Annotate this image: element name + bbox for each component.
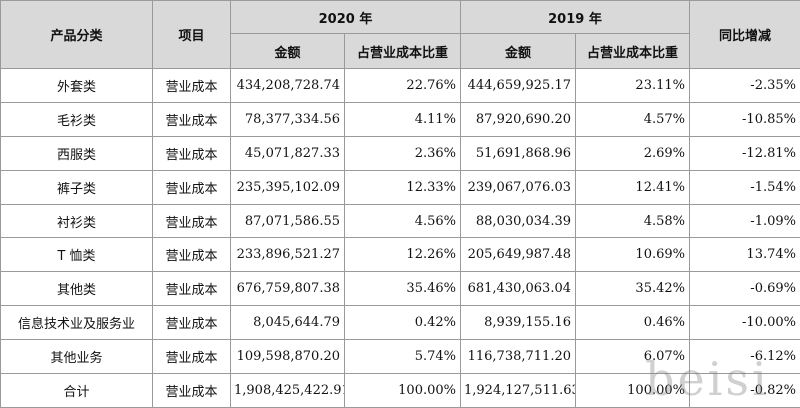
ratio-2019-cell: 35.42% xyxy=(576,272,690,306)
item-cell: 营业成本 xyxy=(153,238,231,272)
ratio-2020-cell: 22.76% xyxy=(345,69,461,103)
category-cell: 信息技术业及服务业 xyxy=(1,306,153,340)
amount-2019-cell: 681,430,063.04 xyxy=(461,272,576,306)
item-cell: 营业成本 xyxy=(153,102,231,136)
header-item: 项目 xyxy=(153,1,231,69)
header-ratio-2019: 占营业成本比重 xyxy=(576,34,690,69)
amount-2019-cell: 1,924,127,511.63 xyxy=(461,374,576,408)
category-cell: 毛衫类 xyxy=(1,102,153,136)
item-cell: 营业成本 xyxy=(153,136,231,170)
yoy-cell: 13.74% xyxy=(690,238,800,272)
header-yoy: 同比增减 xyxy=(690,1,800,69)
ratio-2019-cell: 10.69% xyxy=(576,238,690,272)
header-category: 产品分类 xyxy=(1,1,153,69)
table-header: 产品分类 项目 2020 年 2019 年 同比增减 金额 占营业成本比重 金额… xyxy=(1,1,800,69)
amount-2020-cell: 676,759,807.38 xyxy=(231,272,345,306)
ratio-2020-cell: 5.74% xyxy=(345,340,461,374)
yoy-cell: -1.09% xyxy=(690,204,800,238)
amount-2019-cell: 88,030,034.39 xyxy=(461,204,576,238)
header-amount-2020: 金额 xyxy=(231,34,345,69)
category-cell: 其他业务 xyxy=(1,340,153,374)
ratio-2020-cell: 4.11% xyxy=(345,102,461,136)
ratio-2020-cell: 100.00% xyxy=(345,374,461,408)
yoy-cell: -10.00% xyxy=(690,306,800,340)
amount-2019-cell: 205,649,987.48 xyxy=(461,238,576,272)
category-cell: 合计 xyxy=(1,374,153,408)
amount-2020-cell: 235,395,102.09 xyxy=(231,170,345,204)
ratio-2019-cell: 6.07% xyxy=(576,340,690,374)
ratio-2020-cell: 2.36% xyxy=(345,136,461,170)
category-cell: 其他类 xyxy=(1,272,153,306)
category-cell: 裤子类 xyxy=(1,170,153,204)
yoy-cell: -2.35% xyxy=(690,69,800,103)
item-cell: 营业成本 xyxy=(153,170,231,204)
amount-2020-cell: 233,896,521.27 xyxy=(231,238,345,272)
item-cell: 营业成本 xyxy=(153,374,231,408)
header-row-top: 产品分类 项目 2020 年 2019 年 同比增减 xyxy=(1,1,800,34)
amount-2019-cell: 8,939,155.16 xyxy=(461,306,576,340)
yoy-cell: -12.81% xyxy=(690,136,800,170)
amount-2019-cell: 51,691,868.96 xyxy=(461,136,576,170)
amount-2019-cell: 444,659,925.17 xyxy=(461,69,576,103)
category-cell: 衬衫类 xyxy=(1,204,153,238)
amount-2020-cell: 434,208,728.74 xyxy=(231,69,345,103)
ratio-2020-cell: 35.46% xyxy=(345,272,461,306)
amount-2019-cell: 87,920,690.20 xyxy=(461,102,576,136)
amount-2019-cell: 239,067,076.03 xyxy=(461,170,576,204)
amount-2020-cell: 8,045,644.79 xyxy=(231,306,345,340)
category-cell: T 恤类 xyxy=(1,238,153,272)
amount-2020-cell: 109,598,870.20 xyxy=(231,340,345,374)
amount-2020-cell: 78,377,334.56 xyxy=(231,102,345,136)
header-year-2019: 2019 年 xyxy=(461,1,690,34)
header-ratio-2020: 占营业成本比重 xyxy=(345,34,461,69)
ratio-2019-cell: 23.11% xyxy=(576,69,690,103)
header-year-2020: 2020 年 xyxy=(231,1,461,34)
ratio-2020-cell: 12.33% xyxy=(345,170,461,204)
item-cell: 营业成本 xyxy=(153,306,231,340)
amount-2020-cell: 45,071,827.33 xyxy=(231,136,345,170)
amount-2020-cell: 1,908,425,422.91 xyxy=(231,374,345,408)
amount-2020-cell: 87,071,586.55 xyxy=(231,204,345,238)
ratio-2019-cell: 0.46% xyxy=(576,306,690,340)
yoy-cell: -0.69% xyxy=(690,272,800,306)
ratio-2020-cell: 0.42% xyxy=(345,306,461,340)
category-cell: 西服类 xyxy=(1,136,153,170)
yoy-cell: -1.54% xyxy=(690,170,800,204)
ratio-2020-cell: 12.26% xyxy=(345,238,461,272)
item-cell: 营业成本 xyxy=(153,69,231,103)
ratio-2019-cell: 4.58% xyxy=(576,204,690,238)
ratio-2019-cell: 12.41% xyxy=(576,170,690,204)
yoy-cell: -0.82% xyxy=(690,374,800,408)
header-amount-2019: 金额 xyxy=(461,34,576,69)
item-cell: 营业成本 xyxy=(153,204,231,238)
yoy-cell: -10.85% xyxy=(690,102,800,136)
ratio-2019-cell: 100.00% xyxy=(576,374,690,408)
item-cell: 营业成本 xyxy=(153,340,231,374)
ratio-2019-cell: 2.69% xyxy=(576,136,690,170)
category-cell: 外套类 xyxy=(1,69,153,103)
ratio-2019-cell: 4.57% xyxy=(576,102,690,136)
amount-2019-cell: 116,738,711.20 xyxy=(461,340,576,374)
yoy-cell: -6.12% xyxy=(690,340,800,374)
item-cell: 营业成本 xyxy=(153,272,231,306)
ratio-2020-cell: 4.56% xyxy=(345,204,461,238)
